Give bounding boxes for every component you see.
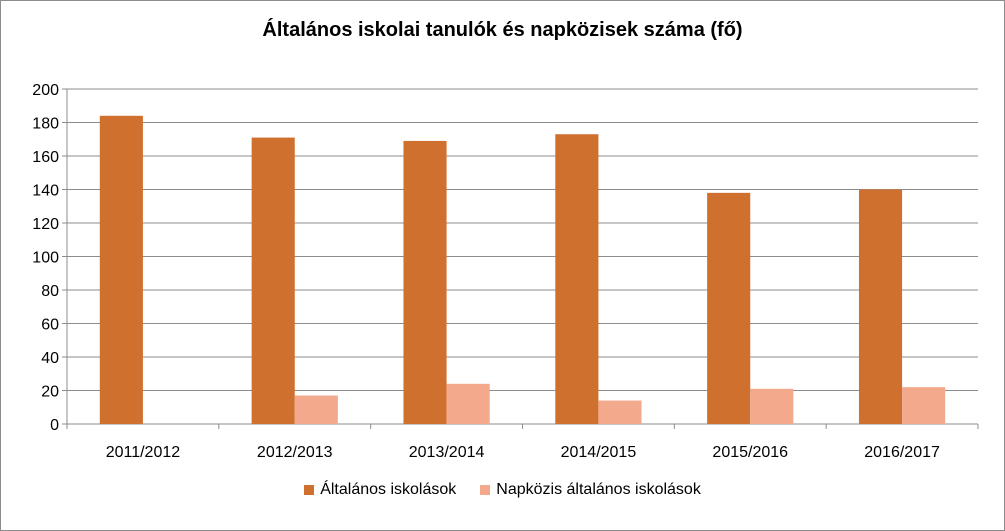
- y-tick-label: 100: [32, 250, 59, 267]
- y-tick-label: 20: [41, 384, 59, 401]
- legend-label-series-1: Általános iskolások: [320, 481, 457, 498]
- x-tick-label: 2015/2016: [712, 444, 788, 461]
- bar-series-2: [294, 395, 338, 424]
- y-tick-label: 120: [32, 216, 59, 233]
- chart-legend: Általános iskolások Napközis általános i…: [1, 481, 1004, 499]
- x-tick-label: 2016/2017: [864, 444, 940, 461]
- bar-series-1: [403, 140, 447, 425]
- y-tick-label: 0: [50, 417, 59, 434]
- legend-item-series-2: Napközis általános iskolások: [480, 481, 701, 499]
- bar-series-1: [555, 134, 599, 424]
- bar-series-2: [750, 388, 794, 424]
- y-tick-label: 140: [32, 183, 59, 200]
- x-tick-label: 2011/2012: [106, 444, 181, 461]
- bar-series-1: [858, 189, 903, 424]
- bar-series-2: [446, 383, 490, 424]
- legend-label-series-2: Napközis általános iskolások: [496, 481, 701, 498]
- y-tick-label: 200: [32, 82, 59, 99]
- bar-series-2: [598, 400, 642, 424]
- y-tick-label: 40: [41, 350, 59, 367]
- x-tick-label: 2012/2013: [257, 444, 333, 461]
- y-tick-label: 80: [41, 283, 59, 300]
- legend-item-series-1: Általános iskolások: [304, 481, 456, 499]
- bar-series-2: [902, 387, 946, 424]
- x-tick-label: 2014/2015: [561, 444, 637, 461]
- chart-title: Általános iskolai tanulók és napközisek …: [262, 19, 743, 41]
- bar-series-1: [99, 115, 143, 425]
- y-tick-label: 160: [32, 149, 59, 166]
- legend-swatch-series-1: [304, 485, 315, 495]
- y-tick-label: 180: [32, 116, 59, 133]
- x-tick-label: 2013/2014: [409, 444, 485, 461]
- bar-chart-plot: 0 20 40 60 80 100 120 140 160 180 200 2011/2012 2012…: [32, 82, 979, 461]
- legend-swatch-series-2: [480, 485, 491, 495]
- bar-series-1: [251, 137, 295, 424]
- y-tick-label: 60: [41, 317, 59, 334]
- bar-series-1: [707, 192, 751, 424]
